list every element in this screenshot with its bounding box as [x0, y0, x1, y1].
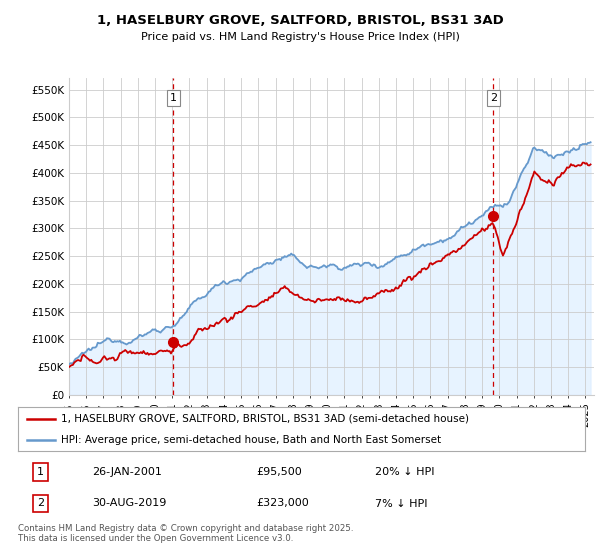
- Text: 7% ↓ HPI: 7% ↓ HPI: [375, 498, 428, 508]
- Text: 1: 1: [37, 467, 44, 477]
- Text: Contains HM Land Registry data © Crown copyright and database right 2025.
This d: Contains HM Land Registry data © Crown c…: [18, 524, 353, 543]
- Text: 26-JAN-2001: 26-JAN-2001: [92, 467, 161, 477]
- Text: 20% ↓ HPI: 20% ↓ HPI: [375, 467, 435, 477]
- Text: £323,000: £323,000: [256, 498, 309, 508]
- Text: 2: 2: [37, 498, 44, 508]
- Text: HPI: Average price, semi-detached house, Bath and North East Somerset: HPI: Average price, semi-detached house,…: [61, 435, 440, 445]
- Text: 2: 2: [490, 93, 497, 103]
- Text: Price paid vs. HM Land Registry's House Price Index (HPI): Price paid vs. HM Land Registry's House …: [140, 32, 460, 42]
- Text: £95,500: £95,500: [256, 467, 302, 477]
- Text: 1: 1: [170, 93, 177, 103]
- Text: 1, HASELBURY GROVE, SALTFORD, BRISTOL, BS31 3AD (semi-detached house): 1, HASELBURY GROVE, SALTFORD, BRISTOL, B…: [61, 414, 469, 424]
- Text: 1, HASELBURY GROVE, SALTFORD, BRISTOL, BS31 3AD: 1, HASELBURY GROVE, SALTFORD, BRISTOL, B…: [97, 14, 503, 27]
- Text: 30-AUG-2019: 30-AUG-2019: [92, 498, 166, 508]
